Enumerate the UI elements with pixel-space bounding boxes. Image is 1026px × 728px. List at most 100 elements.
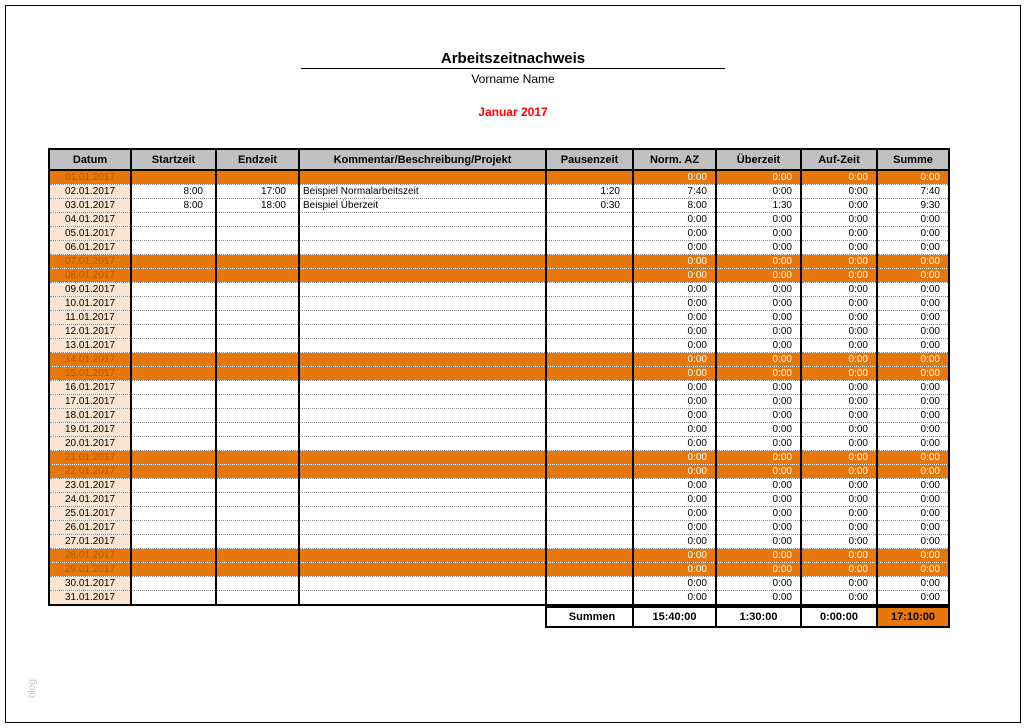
auf-cell: 0:00 [800, 478, 878, 493]
table-row: 28.01.2017 0:00 0:00 0:00 0:00 [48, 548, 950, 563]
over-cell: 0:00 [715, 422, 802, 437]
norm-cell: 0:00 [632, 352, 717, 367]
comment-cell [298, 296, 547, 311]
auf-cell: 0:00 [800, 352, 878, 367]
date-cell: 27.01.2017 [48, 534, 132, 549]
start-cell [130, 408, 217, 423]
over-cell: 0:00 [715, 380, 802, 395]
start-cell [130, 562, 217, 577]
comment-cell [298, 212, 547, 227]
comment-cell [298, 492, 547, 507]
auf-cell: 0:00 [800, 212, 878, 227]
date-cell: 21.01.2017 [48, 450, 132, 465]
table-row: 20.01.2017 0:00 0:00 0:00 0:00 [48, 436, 950, 451]
table-row: 05.01.2017 0:00 0:00 0:00 0:00 [48, 226, 950, 241]
date-cell: 16.01.2017 [48, 380, 132, 395]
pause-cell [545, 296, 634, 311]
date-cell: 05.01.2017 [48, 226, 132, 241]
auf-cell: 0:00 [800, 590, 878, 605]
end-cell [215, 576, 300, 591]
table-row: 21.01.2017 0:00 0:00 0:00 0:00 [48, 450, 950, 465]
date-cell: 26.01.2017 [48, 520, 132, 535]
pause-cell [545, 268, 634, 283]
norm-cell: 0:00 [632, 324, 717, 339]
sum-cell: 0:00 [876, 310, 950, 325]
start-cell [130, 282, 217, 297]
end-cell [215, 254, 300, 269]
comment-cell [298, 226, 547, 241]
comment-cell [298, 450, 547, 465]
end-cell [215, 310, 300, 325]
sum-cell: 0:00 [876, 562, 950, 577]
sum-cell: 0:00 [876, 366, 950, 381]
end-cell [215, 380, 300, 395]
auf-cell: 0:00 [800, 226, 878, 241]
table-row: 14.01.2017 0:00 0:00 0:00 0:00 [48, 352, 950, 367]
pause-cell [545, 450, 634, 465]
over-cell: 0:00 [715, 240, 802, 255]
table-row: 07.01.2017 0:00 0:00 0:00 0:00 [48, 254, 950, 269]
auf-cell: 0:00 [800, 338, 878, 353]
over-cell: 0:00 [715, 562, 802, 577]
comment-cell [298, 478, 547, 493]
over-cell: 0:00 [715, 590, 802, 605]
timesheet-table: Datum Startzeit Endzeit Kommentar/Beschr… [48, 148, 950, 606]
end-cell [215, 352, 300, 367]
col-header-endzeit: Endzeit [215, 148, 300, 171]
start-cell [130, 212, 217, 227]
over-cell: 0:00 [715, 520, 802, 535]
over-cell: 0:00 [715, 254, 802, 269]
norm-cell: 0:00 [632, 338, 717, 353]
comment-cell [298, 170, 547, 185]
title-block: Arbeitszeitnachweis Vorname Name [0, 50, 1026, 86]
norm-cell: 0:00 [632, 408, 717, 423]
start-cell [130, 324, 217, 339]
norm-cell: 0:00 [632, 212, 717, 227]
start-cell [130, 548, 217, 563]
start-cell [130, 520, 217, 535]
table-row: 22.01.2017 0:00 0:00 0:00 0:00 [48, 464, 950, 479]
totals-norm-az: 15:40:00 [632, 606, 717, 628]
table-row: 11.01.2017 0:00 0:00 0:00 0:00 [48, 310, 950, 325]
date-cell: 10.01.2017 [48, 296, 132, 311]
header-row: Datum Startzeit Endzeit Kommentar/Beschr… [48, 148, 950, 171]
over-cell: 0:00 [715, 170, 802, 185]
pause-cell [545, 254, 634, 269]
norm-cell: 0:00 [632, 520, 717, 535]
sum-cell: 0:00 [876, 226, 950, 241]
start-cell [130, 394, 217, 409]
start-cell [130, 170, 217, 185]
auf-cell: 0:00 [800, 450, 878, 465]
sum-cell: 0:00 [876, 492, 950, 507]
table-row: 09.01.2017 0:00 0:00 0:00 0:00 [48, 282, 950, 297]
auf-cell: 0:00 [800, 254, 878, 269]
sum-cell: 0:00 [876, 212, 950, 227]
comment-cell [298, 240, 547, 255]
table-row: 16.01.2017 0:00 0:00 0:00 0:00 [48, 380, 950, 395]
pause-cell [545, 170, 634, 185]
table-row: 10.01.2017 0:00 0:00 0:00 0:00 [48, 296, 950, 311]
auf-cell: 0:00 [800, 310, 878, 325]
pause-cell [545, 534, 634, 549]
norm-cell: 0:00 [632, 394, 717, 409]
auf-cell: 0:00 [800, 562, 878, 577]
sum-cell: 0:00 [876, 282, 950, 297]
auf-cell: 0:00 [800, 324, 878, 339]
totals-table: Summen 15:40:00 1:30:00 0:00:00 17:10:00 [545, 606, 950, 628]
over-cell: 0:00 [715, 366, 802, 381]
sum-cell: 0:00 [876, 422, 950, 437]
auf-cell: 0:00 [800, 296, 878, 311]
comment-cell [298, 436, 547, 451]
end-cell [215, 226, 300, 241]
auf-cell: 0:00 [800, 408, 878, 423]
sum-cell: 0:00 [876, 296, 950, 311]
sum-cell: 0:00 [876, 436, 950, 451]
date-cell: 12.01.2017 [48, 324, 132, 339]
norm-cell: 0:00 [632, 436, 717, 451]
date-cell: 07.01.2017 [48, 254, 132, 269]
col-header-datum: Datum [48, 148, 132, 171]
date-cell: 09.01.2017 [48, 282, 132, 297]
end-cell [215, 338, 300, 353]
comment-cell [298, 324, 547, 339]
totals-row: Summen 15:40:00 1:30:00 0:00:00 17:10:00 [545, 606, 950, 628]
